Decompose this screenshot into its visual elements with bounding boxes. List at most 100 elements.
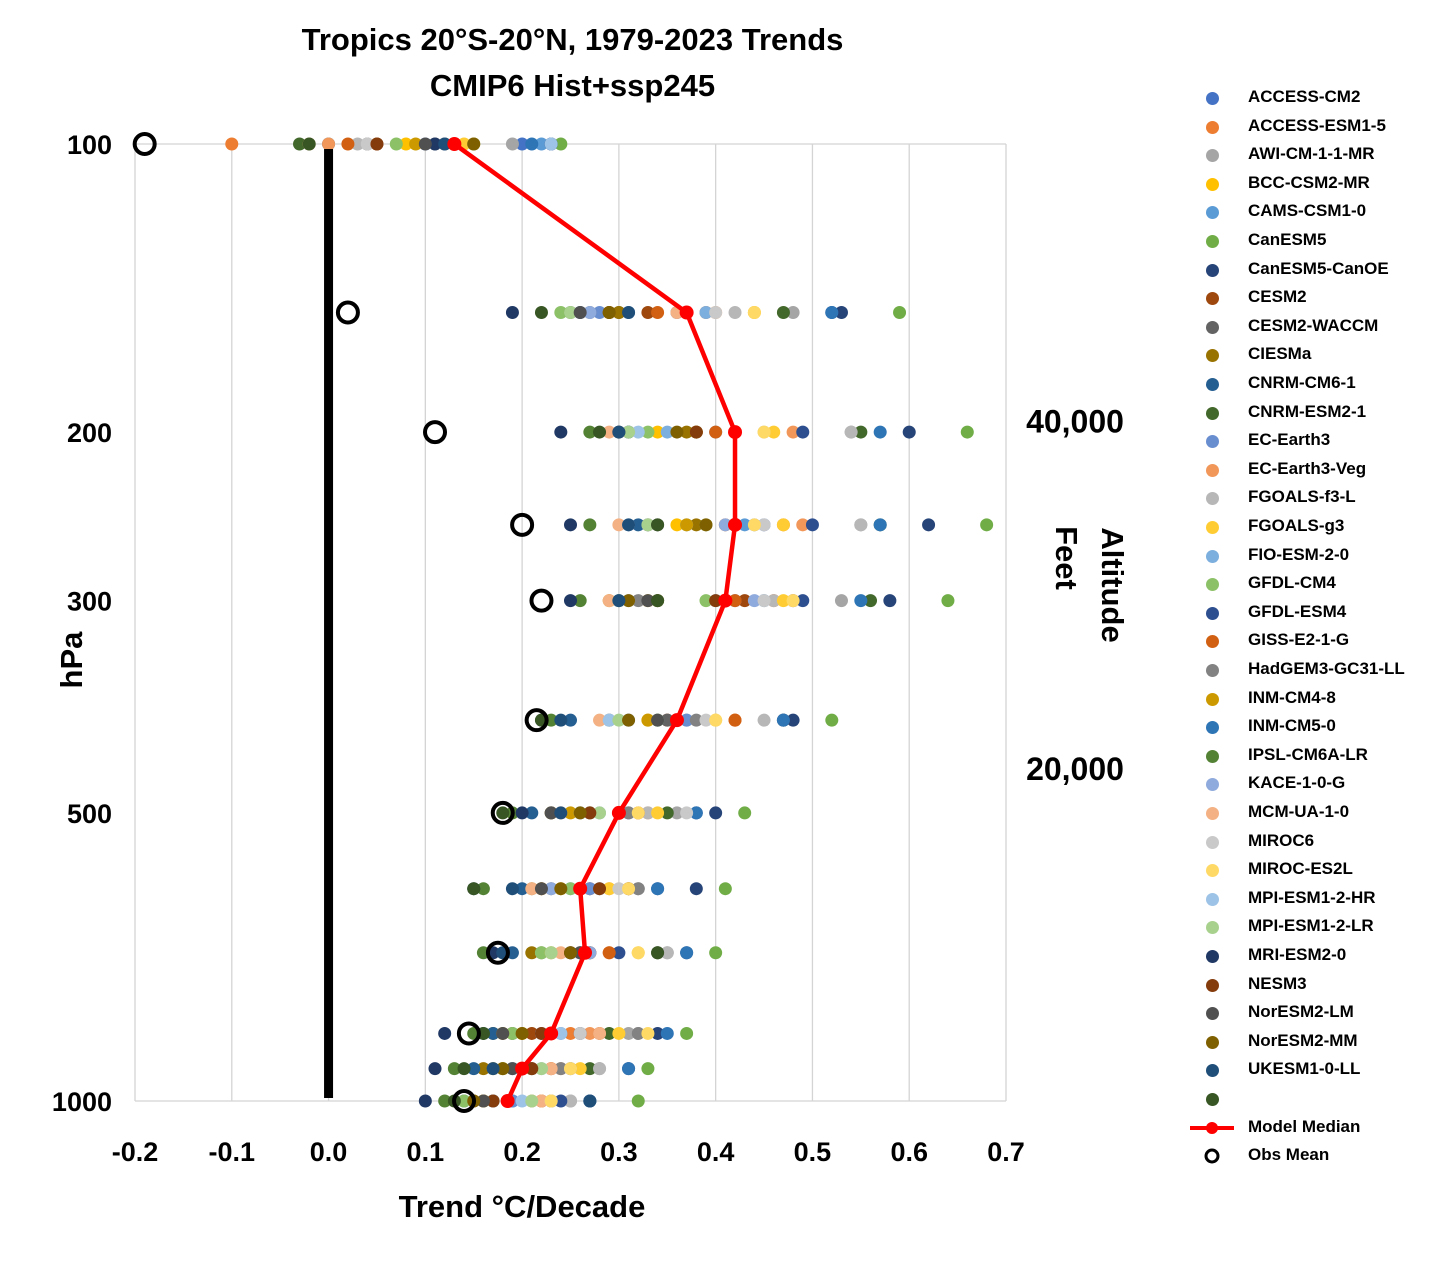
- y-tick-label: 200: [67, 418, 112, 448]
- model-point: [622, 1026, 636, 1040]
- model-point: [554, 1094, 568, 1108]
- model-point: [699, 594, 713, 608]
- legend-item: ACCESS-CM2: [1198, 84, 1448, 112]
- y-axis-title: hPa: [54, 631, 89, 689]
- model-median-line: [324, 137, 743, 1108]
- legend-item: INM-CM4-8: [1198, 685, 1448, 713]
- legend-swatch: [1206, 263, 1219, 277]
- model-point: [873, 425, 887, 439]
- model-point: [709, 946, 723, 960]
- model-point: [505, 1026, 519, 1040]
- model-point: [602, 946, 616, 960]
- y2-axis-title-line-2: Feet: [1049, 526, 1084, 590]
- legend-label: CanESM5-CanOE: [1248, 258, 1389, 278]
- altitude-tick-label: 20,000: [1026, 751, 1124, 787]
- model-point: [534, 306, 548, 320]
- model-point: [641, 594, 655, 608]
- model-point: [554, 1062, 568, 1076]
- legend-label: GFDL-CM4: [1248, 573, 1336, 593]
- legend-item: UKESM1-0-LL: [1198, 1056, 1448, 1084]
- legend-swatch: [1206, 635, 1219, 649]
- model-point: [583, 1062, 597, 1076]
- model-point: [564, 882, 577, 896]
- model-point: [583, 518, 597, 532]
- model-point: [496, 1062, 510, 1076]
- obs-mean-markers: [132, 132, 554, 1113]
- obs-mean-point: [529, 588, 554, 613]
- model-point: [554, 306, 568, 320]
- model-point: [834, 306, 848, 320]
- model-median-point: [611, 805, 626, 820]
- legend-swatch: [1206, 1064, 1219, 1078]
- model-point: [612, 882, 626, 896]
- legend-swatch: [1206, 864, 1219, 878]
- model-point: [980, 518, 994, 532]
- model-point: [602, 882, 616, 896]
- model-point: [476, 882, 490, 896]
- legend-label: CNRM-CM6-1: [1248, 373, 1356, 392]
- legend-label: EC-Earth3: [1248, 430, 1331, 450]
- model-point: [709, 713, 723, 727]
- model-point: [747, 518, 761, 532]
- model-point: [583, 1026, 597, 1040]
- model-point: [525, 1026, 539, 1040]
- model-point: [922, 518, 936, 532]
- model-point: [680, 518, 694, 532]
- model-point: [534, 946, 548, 960]
- model-point: [825, 713, 839, 727]
- model-point: [680, 425, 694, 439]
- legend-item: BCC-CSM2-MR: [1198, 170, 1448, 198]
- x-tick-label: 0.6: [890, 1137, 928, 1167]
- model-point: [593, 1026, 607, 1040]
- model-point: [544, 946, 558, 960]
- legend-item: CanESM5-CanOE: [1198, 256, 1448, 284]
- model-point: [651, 713, 665, 727]
- model-median-point: [500, 1094, 515, 1108]
- model-point: [602, 425, 616, 439]
- model-point: [641, 806, 655, 820]
- model-point: [525, 806, 539, 820]
- legend-swatch: [1206, 807, 1219, 820]
- model-point: [438, 1026, 452, 1040]
- chart-title-line-1: Tropics 20°S-20°N, 1979-2023 Trends: [301, 22, 844, 57]
- model-point: [322, 137, 336, 151]
- model-point: [486, 1026, 500, 1040]
- model-point: [805, 518, 819, 532]
- model-point: [457, 1094, 471, 1108]
- model-point: [515, 806, 529, 820]
- legend-item: MIROC6: [1198, 828, 1448, 856]
- model-point: [689, 806, 703, 820]
- model-point: [622, 713, 636, 727]
- obs-mean-point: [335, 300, 360, 325]
- model-point: [428, 1062, 442, 1076]
- model-point: [873, 518, 887, 532]
- model-point: [293, 137, 307, 151]
- model-point: [554, 1026, 568, 1040]
- model-point: [612, 594, 626, 608]
- model-point: [689, 425, 703, 439]
- model-point: [534, 1026, 548, 1040]
- legend-label: EC-Earth3-Veg: [1248, 458, 1367, 478]
- model-point: [776, 594, 790, 608]
- model-point: [505, 882, 519, 896]
- model-point: [612, 425, 626, 439]
- legend-item: GFDL-ESM4: [1198, 599, 1448, 627]
- model-point: [467, 882, 481, 896]
- model-point: [360, 137, 374, 151]
- model-point: [428, 137, 442, 151]
- model-median-point: [669, 713, 684, 728]
- legend-swatch: [1206, 721, 1219, 735]
- model-point: [389, 137, 403, 151]
- legend-median-swatch: [1190, 1121, 1234, 1134]
- model-point: [564, 1062, 577, 1076]
- model-point: [622, 306, 636, 320]
- legend-item: HadGEM3-GC31-LL: [1198, 656, 1448, 684]
- model-point: [583, 806, 597, 820]
- legend-item: GFDL-CM4: [1198, 570, 1448, 598]
- obs-mean-point: [490, 800, 515, 825]
- legend-item: FGOALS-g3: [1198, 513, 1448, 541]
- model-point: [728, 594, 742, 608]
- legend-item: [1198, 1085, 1448, 1113]
- obs-mean-point: [510, 512, 535, 537]
- model-point: [786, 594, 800, 608]
